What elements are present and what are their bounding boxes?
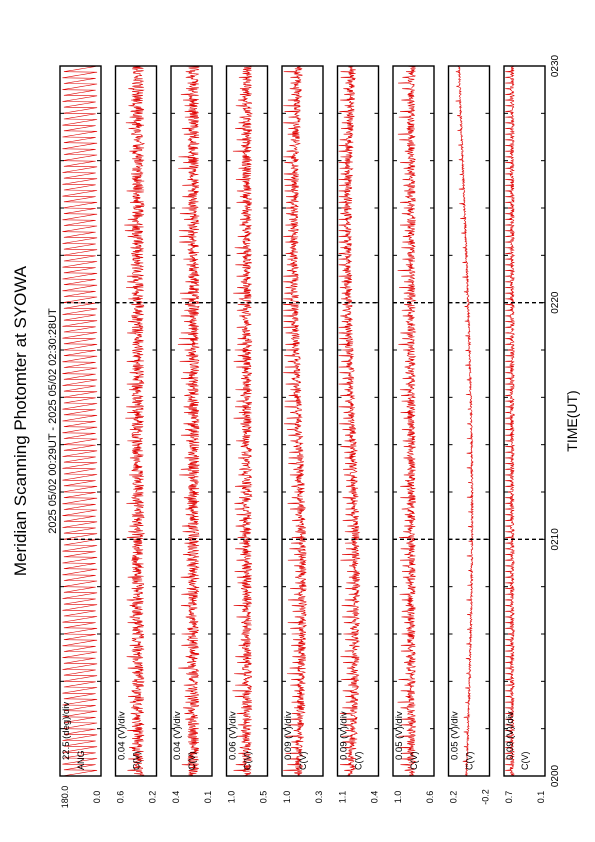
panel-2-frame	[114, 65, 158, 777]
panel-4-trace	[232, 65, 253, 777]
panel-8-frame	[447, 65, 491, 777]
panel-2-scale: 0.04 (V)/div	[117, 711, 128, 760]
panel-9-unit: C(V)	[520, 752, 530, 771]
panel-5-ytick-low: 0.3	[314, 791, 324, 804]
panel-1-frame	[59, 65, 102, 777]
panel-9-ytick-low: 0.1	[536, 791, 546, 804]
panel-1-unit: ANG	[76, 750, 86, 770]
panel-7-scale: 0.05 (V)/div	[394, 711, 405, 760]
panel-7-frame	[392, 65, 435, 777]
panel-1-ytick-low: 0.0	[92, 791, 102, 804]
panel-5-frame	[281, 65, 324, 777]
panel-1-trace	[62, 65, 98, 777]
panel-3: 0.1 0.4 C(V) 0.04 (V)/div	[170, 65, 213, 804]
panel-9-scale: 0.09 (V)/div	[505, 711, 516, 760]
time-range-label: 2025 05/02 00:29UT - 2025 05/02 02:30:28…	[47, 308, 59, 534]
panel-2-ytick-low: 0.2	[148, 791, 158, 804]
x-tick-0230: 0230	[550, 54, 561, 77]
panel-5: 0.3 1.0 C(V) 0.09 (V)/div	[281, 65, 324, 804]
panel-5-unit: C(V)	[298, 752, 308, 771]
x-tick-0210: 0210	[550, 528, 561, 551]
panel-7-ytick-high: 1.0	[393, 791, 403, 804]
panel-7-unit: C(V)	[409, 752, 419, 771]
panel-4-unit: C(V)	[243, 752, 253, 771]
panel-5-ytick-high: 1.0	[282, 791, 292, 804]
panel-7-ytick-low: 0.6	[425, 791, 435, 804]
panel-5-scale: 0.09 (V)/div	[283, 711, 294, 760]
panel-2-unit: C(V)	[132, 752, 142, 771]
panel-4-scale: 0.06 (V)/div	[228, 711, 239, 760]
panel-8: -0.2 0.2 C(V) 0.05 (V)/div	[447, 65, 491, 805]
panel-6-frame	[336, 65, 380, 777]
panel-8-ytick-high: 0.2	[449, 791, 459, 804]
panel-8-trace	[455, 65, 475, 777]
panel-6-scale: 0.09 (V)/div	[339, 711, 350, 760]
panel-6-ytick-low: 0.4	[370, 791, 380, 804]
panel-2-ytick-high: 0.6	[116, 791, 126, 804]
panel-7-trace	[397, 65, 417, 777]
panel-3-scale: 0.04 (V)/div	[172, 711, 183, 760]
panel-8-ytick-low: -0.2	[481, 789, 491, 805]
panel-4-ytick-low: 0.5	[259, 791, 269, 804]
panel-2: 0.2 0.6 C(V) 0.04 (V)/div	[114, 65, 158, 804]
x-axis-label: TIME(UT)	[564, 390, 580, 451]
panel-6-ytick-high: 1.1	[338, 791, 348, 804]
panel-9-trace	[505, 65, 516, 777]
panel-7: 0.6 1.0 C(V) 0.05 (V)/div	[392, 65, 435, 804]
panel-1-scale: 22.5 (deg)/div	[61, 702, 72, 760]
panel-4-ytick-high: 1.0	[227, 791, 237, 804]
x-tick-labels: 0200 0210 0220 0230	[550, 54, 561, 787]
panel-1: 0.0 180.0 ANG 22.5 (deg)/div	[59, 65, 102, 809]
panel-8-scale: 0.05 (V)/div	[450, 711, 461, 760]
panel-3-ytick-high: 0.4	[171, 791, 181, 804]
x-tick-0200: 0200	[550, 764, 561, 787]
panel-8-unit: C(V)	[465, 752, 475, 771]
panel-1-ytick-high: 180.0	[60, 786, 70, 809]
panel-9-ytick-high: 0.7	[504, 791, 514, 804]
panel-6-trace	[338, 65, 361, 777]
panel-5-trace	[283, 65, 308, 777]
panel-9-frame	[503, 65, 546, 777]
panel-3-ytick-low: 0.1	[203, 791, 213, 804]
chart-title: Meridian Scanning Photomter at SYOWA	[11, 265, 30, 576]
x-tick-0220: 0220	[550, 291, 561, 314]
panel-6-unit: C(V)	[354, 752, 364, 771]
panel-4-frame	[225, 65, 269, 777]
panel-3-unit: C(V)	[187, 752, 197, 771]
panel-3-frame	[170, 65, 213, 777]
panel-6: 0.4 1.1 C(V) 0.09 (V)/div	[336, 65, 380, 804]
panel-9: 0.1 0.7 C(V) 0.09 (V)/div	[503, 65, 546, 804]
panel-4: 0.5 1.0 C(V) 0.06 (V)/div	[225, 65, 269, 804]
panel-2-trace	[124, 65, 146, 777]
panel-stack: 0.0 180.0 ANG 22.5 (deg)/div 0.2 0.6 C(V) 0.04 …	[59, 65, 546, 809]
panel-3-trace	[177, 65, 200, 777]
